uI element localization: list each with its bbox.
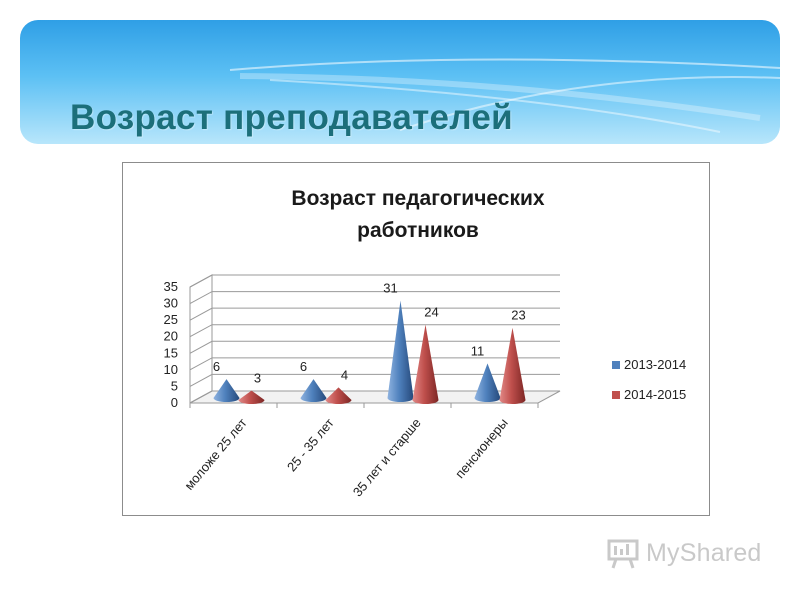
y-tick-label: 25: [164, 312, 178, 327]
watermark: MyShared: [606, 536, 762, 570]
y-tick-label: 0: [171, 395, 178, 410]
gridline: [189, 274, 560, 288]
legend-label: 2014-2015: [624, 387, 686, 402]
data-label: 6: [213, 359, 220, 374]
chart-title-line: Возраст педагогических: [291, 187, 544, 210]
gridline: [189, 340, 560, 354]
cone-series-2013-2014: [213, 379, 240, 402]
legend-swatch: [612, 391, 620, 399]
data-label: 3: [254, 371, 261, 386]
x-category-label: пенсионеры: [452, 415, 511, 481]
legend-label: 2013-2014: [624, 357, 686, 372]
cone-series-2013-2014: [300, 379, 327, 402]
title-banner: [20, 20, 780, 144]
data-label: 11: [471, 343, 485, 358]
y-tick-label: 15: [164, 345, 178, 360]
y-tick-label: 20: [164, 329, 178, 344]
x-category-label: 35 лет и старше: [350, 415, 424, 499]
y-tick-label: 5: [171, 378, 178, 393]
data-label: 23: [511, 308, 525, 323]
data-label: 31: [383, 281, 397, 296]
chart-title-line: работников: [357, 219, 479, 242]
y-tick-label: 30: [164, 296, 178, 311]
banner-swoosh-decoration: [229, 58, 780, 133]
gridline: [189, 373, 560, 387]
gridline: [189, 357, 560, 371]
gridline: [189, 390, 560, 404]
cone-series-2013-2014: [474, 363, 501, 402]
legend-swatch: [612, 361, 620, 369]
cone-series-2014-2015: [499, 327, 526, 404]
y-tick-label: 10: [164, 362, 178, 377]
cone-series-2013-2014: [387, 300, 414, 402]
data-label: 6: [300, 359, 307, 374]
gridline: [189, 324, 560, 338]
data-label: 24: [424, 305, 438, 320]
presentation-board-icon: [607, 539, 639, 569]
chart-frame: Возраст педагогических работников 0 5 10 15 20…: [122, 162, 710, 516]
gridline: [189, 291, 560, 305]
watermark-text: MyShared: [646, 538, 762, 567]
data-label: 4: [341, 367, 348, 382]
cone-series-2014-2015: [412, 324, 439, 404]
cone-series-2014-2015: [238, 390, 265, 404]
x-category-label: 25 - 35 лет: [284, 415, 337, 474]
chart-side-wall: [189, 274, 213, 404]
y-tick-label: 35: [164, 279, 178, 294]
x-category-label: моложе 25 лет: [181, 415, 250, 493]
cone-series-2014-2015: [325, 387, 352, 404]
slide-title: Возраст преподавателей: [70, 98, 513, 137]
cone-chart: Возраст педагогическихработников05101520…: [164, 187, 687, 499]
gridline: [189, 307, 560, 321]
